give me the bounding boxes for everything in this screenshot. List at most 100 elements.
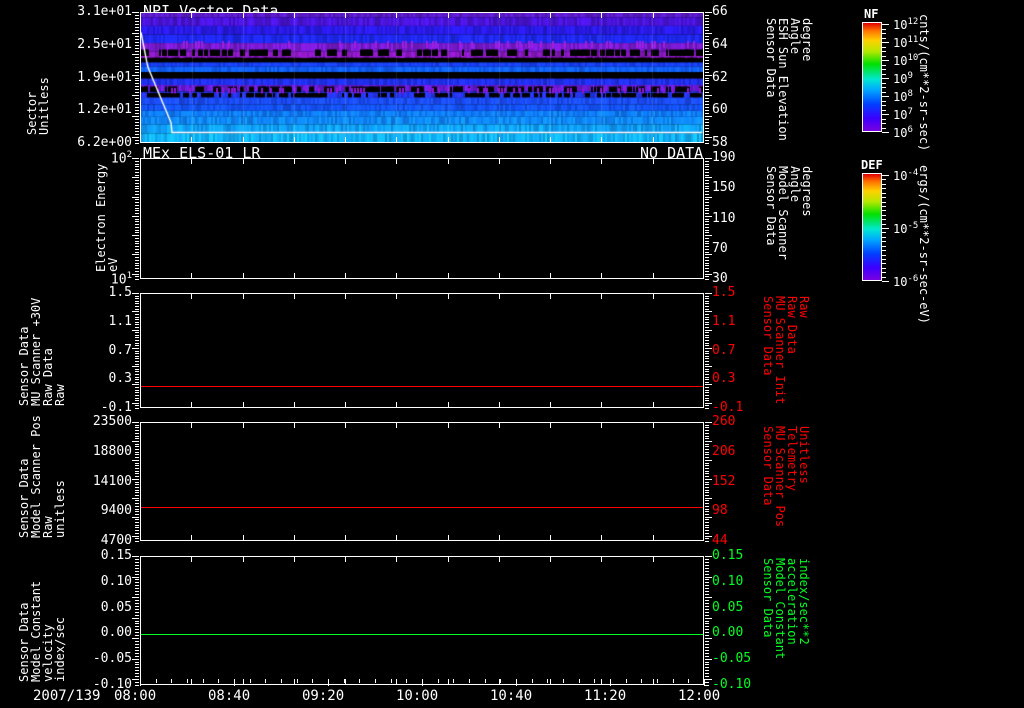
- axis-minor-tick: [135, 661, 139, 663]
- axis-minor-tick: [132, 535, 139, 537]
- axis-minor-tick: [705, 489, 709, 491]
- axis-major-tick: [242, 158, 244, 164]
- axis-minor-tick: [132, 158, 139, 159]
- axis-minor-tick: [135, 20, 139, 22]
- axis-minor-tick: [132, 617, 139, 619]
- axis-minor-tick: [705, 265, 709, 267]
- axis-minor-tick: [705, 649, 709, 651]
- axis-minor-tick: [705, 166, 709, 168]
- axis-minor-tick: [135, 174, 139, 176]
- axis-title-line: Raw Data: [785, 296, 799, 354]
- axis-minor-tick: [705, 32, 712, 34]
- axis-minor-tick: [705, 171, 709, 173]
- axis-title-line: unitless: [53, 480, 67, 538]
- panel-mu-scanner-raw[interactable]: [140, 293, 704, 408]
- axis-tick-label: 58: [712, 135, 728, 150]
- axis-major-tick: [242, 556, 244, 562]
- axis-minor-tick: [135, 224, 139, 225]
- panel-npi-vector-spectrogram[interactable]: [140, 12, 704, 143]
- axis-minor-tick: [705, 363, 709, 365]
- axis-minor-tick: [705, 199, 709, 201]
- axis-tick-label: 1.2e+01: [77, 102, 132, 118]
- axis-minor-tick: [705, 643, 709, 645]
- axis-major-tick: [447, 273, 449, 279]
- axis-major-tick: [652, 158, 654, 164]
- axis-minor-tick: [705, 605, 709, 607]
- axis-minor-tick: [705, 459, 712, 461]
- axis-minor-tick: [135, 101, 139, 103]
- axis-title-line: index/sec: [53, 616, 67, 682]
- axis-minor-tick: [705, 107, 709, 109]
- axis-minor-tick: [705, 567, 709, 569]
- axis-minor-tick: [132, 293, 139, 294]
- panel4-right-axis-title: Sensor Data MU Scanner Pos Telemetry Uni…: [761, 426, 811, 538]
- axis-minor-tick: [135, 35, 139, 37]
- axis-minor-tick: [705, 59, 709, 61]
- axis-minor-tick: [705, 454, 709, 456]
- axis-minor-tick: [135, 92, 139, 94]
- axis-title-line: Unitless: [37, 77, 51, 135]
- axis-minor-tick: [705, 293, 712, 294]
- axis-minor-tick: [705, 481, 709, 483]
- axis-minor-tick: [705, 449, 709, 451]
- axis-tick-label: 2.5e+01: [77, 36, 132, 52]
- axis-minor-tick: [135, 306, 139, 308]
- axis-minor-tick: [705, 530, 709, 532]
- axis-minor-tick: [135, 340, 139, 342]
- axis-minor-tick: [132, 576, 139, 578]
- axis-minor-tick: [135, 193, 139, 195]
- axis-major-tick: [498, 556, 500, 562]
- axis-minor-tick: [705, 86, 709, 88]
- panel-model-scanner-pos[interactable]: [140, 422, 704, 541]
- panel1-right-axis-title: Sensor Data ESH Sun Elevation Angle degr…: [764, 18, 814, 141]
- axis-minor-tick: [705, 670, 709, 672]
- axis-major-tick: [293, 679, 295, 685]
- time-axis-minor-tick: [234, 679, 235, 686]
- nf-colorbar-gradient[interactable]: [862, 22, 882, 132]
- axis-minor-tick: [705, 495, 709, 497]
- axis-major-tick: [191, 556, 193, 562]
- panel-electron-energy[interactable]: [140, 158, 704, 279]
- axis-minor-tick: [135, 350, 139, 352]
- axis-minor-tick: [705, 394, 709, 396]
- axis-major-tick: [447, 402, 449, 408]
- units-text: ergs/(cm**2-sr-sec-eV): [917, 165, 931, 324]
- time-axis-minor-tick: [547, 679, 549, 683]
- axis-tick-label: -0.05: [92, 651, 132, 667]
- axis-minor-tick: [705, 646, 709, 648]
- axis-minor-tick: [705, 353, 709, 355]
- axis-major-tick: [293, 293, 295, 299]
- axis-minor-tick: [705, 273, 712, 275]
- axis-minor-tick: [135, 232, 139, 234]
- axis-minor-tick: [135, 218, 139, 220]
- nf-colorbar-units: cnts/(cm**2-sr-sec): [917, 14, 931, 151]
- axis-minor-tick: [135, 29, 139, 31]
- axis-minor-tick: [135, 191, 139, 192]
- axis-minor-tick: [705, 538, 709, 540]
- axis-tick-label: 60: [712, 102, 728, 118]
- def-colorbar-gradient[interactable]: [862, 173, 882, 281]
- axis-minor-tick: [705, 591, 709, 593]
- axis-major-tick: [242, 12, 244, 18]
- axis-major-tick: [293, 12, 295, 18]
- axis-minor-tick: [135, 652, 139, 654]
- axis-minor-tick: [135, 649, 139, 651]
- axis-minor-tick: [705, 435, 709, 437]
- axis-major-tick: [652, 137, 654, 143]
- colorbar-minor-tick: [882, 179, 886, 181]
- axis-major-tick: [550, 273, 552, 279]
- axis-minor-tick: [135, 667, 139, 669]
- colorbar-minor-tick: [882, 281, 886, 282]
- axis-minor-tick: [705, 329, 712, 331]
- axis-major-tick: [550, 293, 552, 299]
- axis-minor-tick: [135, 473, 139, 475]
- axis-minor-tick: [132, 329, 139, 331]
- panel-model-constant-velocity[interactable]: [140, 556, 704, 685]
- axis-minor-tick: [132, 273, 139, 275]
- axis-minor-tick: [135, 303, 139, 305]
- colorbar-minor-tick: [882, 60, 886, 61]
- axis-minor-tick: [705, 497, 712, 499]
- axis-minor-tick: [135, 47, 139, 49]
- axis-minor-tick: [705, 513, 709, 515]
- axis-minor-tick: [705, 29, 709, 31]
